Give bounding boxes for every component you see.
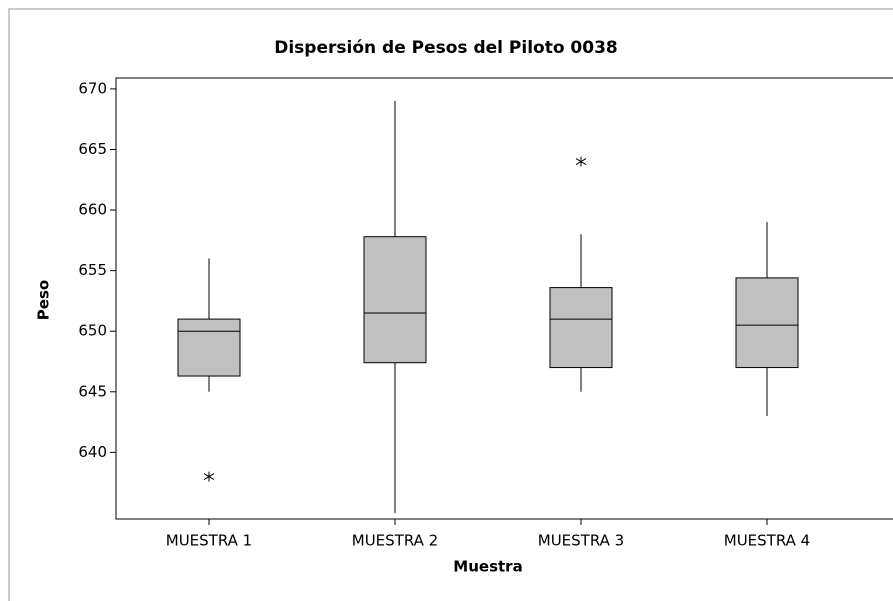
outlier bbox=[575, 156, 587, 167]
outlier-stroke bbox=[203, 473, 215, 481]
box bbox=[549, 287, 613, 369]
y-tick-label: 660 bbox=[78, 201, 107, 219]
x-axis-label: Muestra bbox=[453, 558, 522, 576]
y-axis-label: Peso bbox=[35, 280, 53, 320]
y-tick-label: 670 bbox=[78, 79, 107, 97]
outlier-stroke bbox=[575, 158, 587, 166]
x-tick-label: MUESTRA 3 bbox=[538, 532, 624, 550]
box bbox=[363, 236, 427, 364]
x-tick-label: MUESTRA 2 bbox=[352, 532, 438, 550]
y-tick-label: 655 bbox=[78, 261, 107, 279]
y-tick-label: 665 bbox=[78, 140, 107, 158]
x-tick-label: MUESTRA 4 bbox=[724, 532, 810, 550]
box bbox=[735, 277, 799, 369]
chart-title: Dispersión de Pesos del Piloto 0038 bbox=[274, 38, 618, 58]
y-tick-label: 645 bbox=[78, 382, 107, 400]
outlier bbox=[203, 471, 215, 482]
y-tick-label: 650 bbox=[78, 322, 107, 340]
box bbox=[177, 318, 241, 377]
x-tick-label: MUESTRA 1 bbox=[166, 532, 252, 550]
y-tick-label: 640 bbox=[78, 443, 107, 461]
